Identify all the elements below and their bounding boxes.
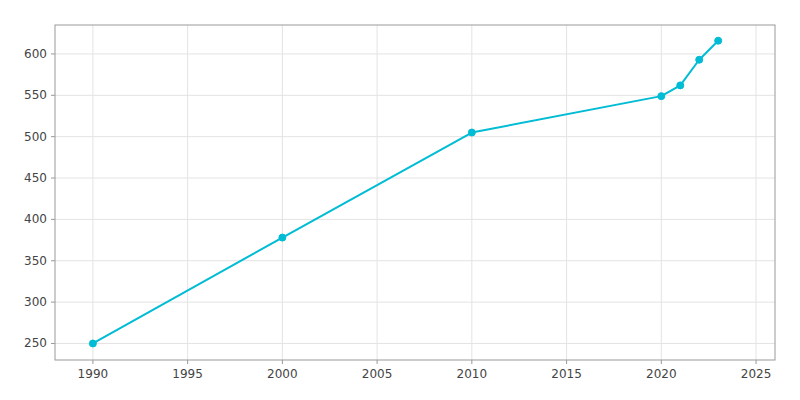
y-tick-label: 500	[24, 130, 47, 144]
y-axis: 250 300 350 400 450 500 550 600	[24, 47, 55, 351]
x-grid-line	[377, 25, 378, 360]
x-tick	[92, 360, 93, 364]
y-grid-line	[55, 136, 775, 137]
x-grid-line	[282, 25, 283, 360]
point	[89, 340, 96, 347]
x-tick-label: 2025	[741, 367, 772, 381]
plot-background	[55, 25, 775, 360]
x-tick-label: 2000	[267, 367, 298, 381]
point	[715, 37, 722, 44]
y-tick-label: 300	[24, 295, 47, 309]
chart-svg: 1990 1995 2000 2005 2010 2015 2020 2025 250 300 35…	[0, 0, 800, 400]
x-axis: 1990 1995 2000 2005 2010 2015 2020 2025	[78, 360, 772, 381]
point	[468, 129, 475, 136]
x-tick	[661, 360, 662, 364]
data-layer	[89, 37, 721, 347]
y-tick-label: 450	[24, 171, 47, 185]
y-tick-label: 250	[24, 336, 47, 350]
y-tick-label: 350	[24, 254, 47, 268]
y-tick	[51, 260, 55, 261]
y-tick	[51, 53, 55, 54]
x-grid-line	[187, 25, 188, 360]
line	[93, 41, 718, 344]
x-tick-label: 1995	[172, 367, 203, 381]
x-tick-label: 2005	[362, 367, 393, 381]
plot-frame	[55, 25, 775, 360]
y-tick-label: 600	[24, 47, 47, 61]
point	[658, 93, 665, 100]
x-tick	[282, 360, 283, 364]
point	[696, 56, 703, 63]
grid	[55, 25, 775, 360]
x-tick-label: 1990	[78, 367, 109, 381]
x-tick	[377, 360, 378, 364]
y-grid-line	[55, 219, 775, 220]
y-tick	[51, 178, 55, 179]
x-tick	[187, 360, 188, 364]
y-tick	[51, 302, 55, 303]
y-tick	[51, 343, 55, 344]
x-grid-line	[566, 25, 567, 360]
y-tick-label: 400	[24, 212, 47, 226]
x-tick	[566, 360, 567, 364]
y-grid-line	[55, 260, 775, 261]
y-grid-line	[55, 302, 775, 303]
y-tick	[51, 219, 55, 220]
y-grid-line	[55, 95, 775, 96]
y-tick-label: 550	[24, 88, 47, 102]
y-tick	[51, 136, 55, 137]
x-tick	[471, 360, 472, 364]
x-grid-line	[471, 25, 472, 360]
x-tick	[756, 360, 757, 364]
y-grid-line	[55, 178, 775, 179]
y-grid-line	[55, 53, 775, 54]
x-grid-line	[661, 25, 662, 360]
point	[677, 82, 684, 89]
point	[279, 234, 286, 241]
x-tick-label: 2015	[551, 367, 582, 381]
y-grid-line	[55, 343, 775, 344]
x-tick-label: 2010	[457, 367, 488, 381]
x-grid-line	[92, 25, 93, 360]
x-tick-label: 2020	[646, 367, 677, 381]
y-tick	[51, 95, 55, 96]
x-grid-line	[756, 25, 757, 360]
chart-container: 1990 1995 2000 2005 2010 2015 2020 2025 250 300 35…	[0, 0, 800, 400]
